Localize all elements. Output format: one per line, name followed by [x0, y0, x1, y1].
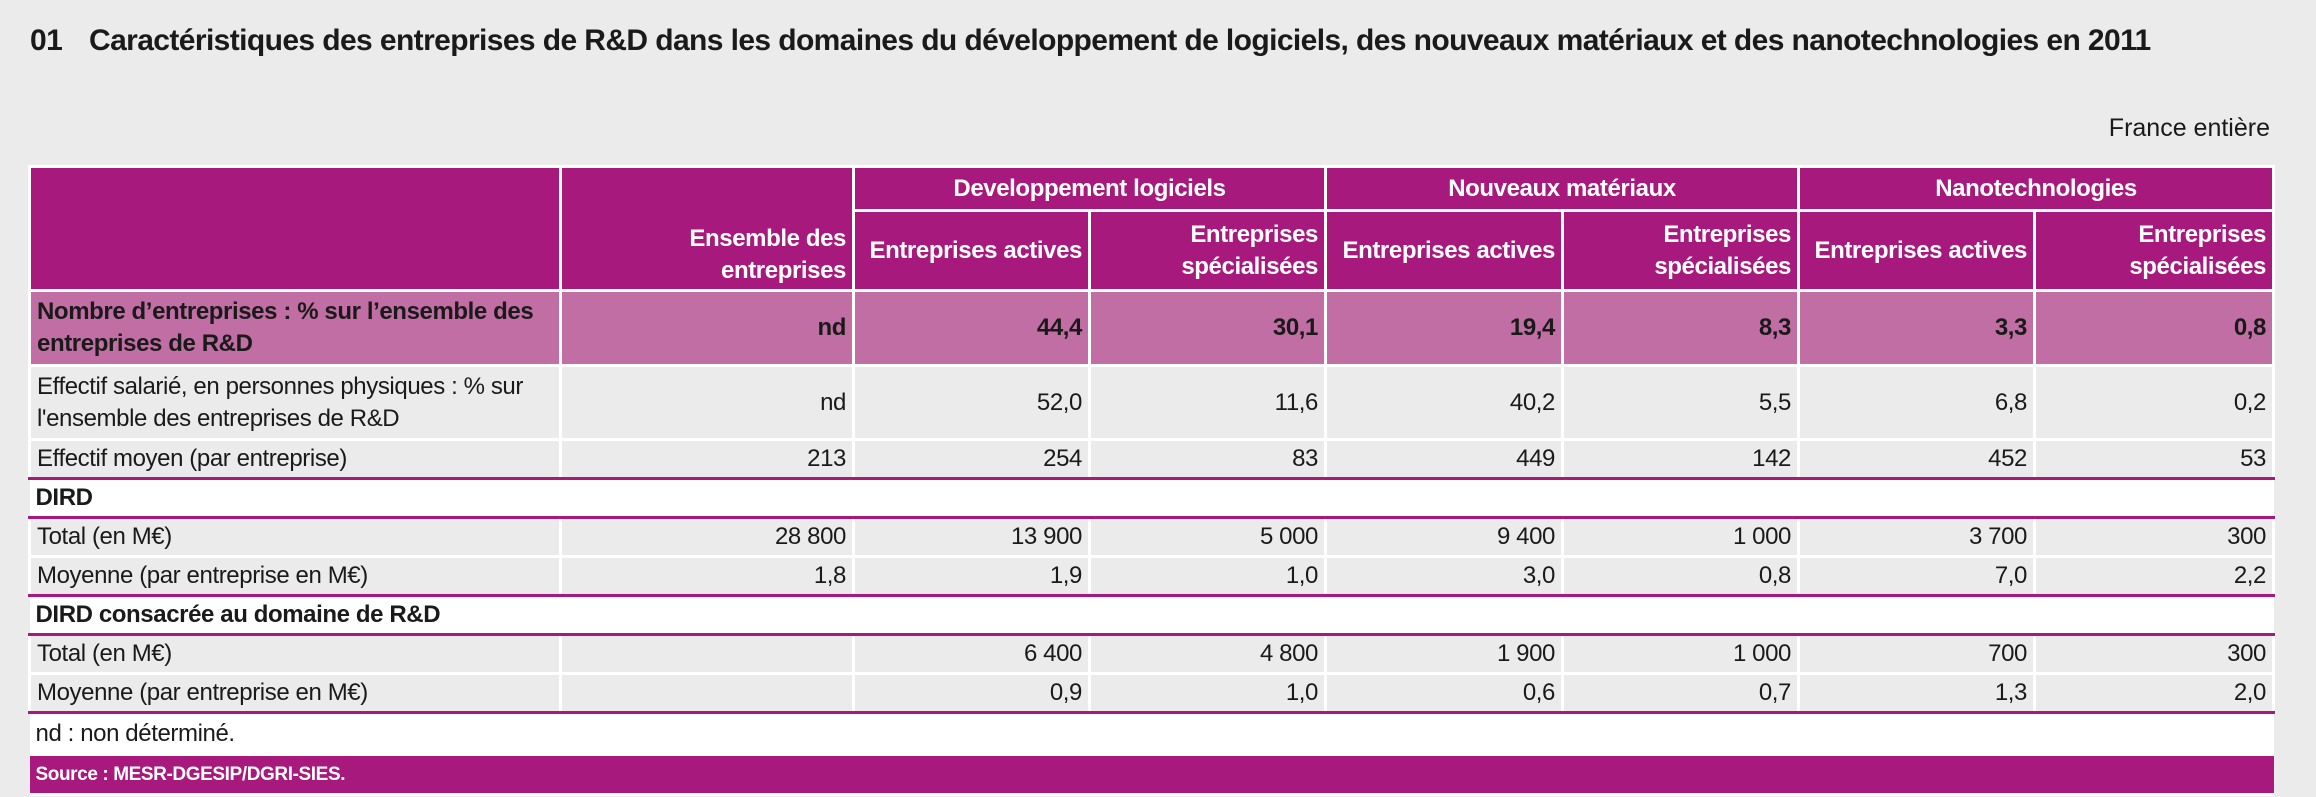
- table-cell: 1,3: [1797, 672, 2036, 714]
- row-label: Moyenne (par entreprise en M€): [28, 672, 562, 714]
- section-row: DIRD consacrée au domaine de R&D: [29, 594, 2274, 636]
- table-cell: 300: [2033, 633, 2275, 675]
- table-cell: 1,8: [559, 555, 855, 597]
- table-title-text: Caractéristiques des entreprises de R&D …: [89, 24, 2151, 57]
- table-cell: 1,9: [852, 555, 1091, 597]
- header-group-materiaux: Nouveaux matériaux: [1324, 165, 1800, 212]
- table-cell: 13 900: [852, 516, 1091, 558]
- section-label: DIRD: [29, 477, 2274, 519]
- table-cell: 7,0: [1797, 555, 2036, 597]
- row-label: Total (en M€): [28, 516, 562, 558]
- section-row: DIRD: [29, 477, 2274, 519]
- header-entreprises-actives: Entreprises actives: [852, 209, 1091, 292]
- table-cell: 2,0: [2033, 672, 2275, 714]
- table-cell: 40,2: [1324, 364, 1564, 441]
- table-row: Moyenne (par entreprise en M€) 1,8 1,9 1,0 3…: [28, 555, 2275, 597]
- table-cell: 0,9: [852, 672, 1091, 714]
- table-cell: 4 800: [1088, 633, 1327, 675]
- header-entreprises-specialisees: Entreprises spécialisées: [1561, 209, 1800, 292]
- header-entreprises-actives: Entreprises actives: [1797, 209, 2036, 292]
- table-cell: 1,0: [1088, 672, 1327, 714]
- table-row: Nombre d’entreprises : % sur l’ensemble …: [28, 289, 2275, 367]
- table-cell: 300: [2033, 516, 2275, 558]
- table-cell: 452: [1797, 438, 2036, 480]
- header-group-nano: Nanotechnologies: [1797, 165, 2275, 212]
- table-cell: 1 000: [1561, 516, 1800, 558]
- table-cell: 30,1: [1088, 289, 1327, 367]
- table-cell: 6,8: [1797, 364, 2036, 441]
- header-ensemble: Ensemble des entreprises: [559, 165, 855, 292]
- table-cell: 5,5: [1561, 364, 1800, 441]
- table-cell: 2,2: [2033, 555, 2275, 597]
- table-cell: 3,0: [1324, 555, 1564, 597]
- table-cell: 3 700: [1797, 516, 2036, 558]
- table-cell: 0,8: [1561, 555, 1800, 597]
- table-cell: 449: [1324, 438, 1564, 480]
- table-cell: 11,6: [1088, 364, 1327, 441]
- table-cell: nd: [559, 289, 855, 367]
- table-cell: 142: [1561, 438, 1800, 480]
- table-cell: 5 000: [1088, 516, 1327, 558]
- source-note: Source : MESR-DGESIP/DGRI-SIES.: [29, 753, 2274, 796]
- header-entreprises-specialisees: Entreprises spécialisées: [2033, 209, 2275, 292]
- table-cell: 700: [1797, 633, 2036, 675]
- header-row-subcolumns: Entreprises actives Entreprises spécialis…: [30, 209, 2275, 292]
- table-cell: 53: [2033, 438, 2275, 480]
- data-table: Ensemble des entreprises Developpement l…: [28, 165, 2275, 796]
- header-empty: [28, 165, 562, 292]
- section-label: DIRD consacrée au domaine de R&D: [29, 594, 2274, 636]
- table-cell: 19,4: [1324, 289, 1564, 367]
- table-cell: [559, 672, 855, 714]
- table-cell: 6 400: [852, 633, 1091, 675]
- table-cell: 1 900: [1324, 633, 1564, 675]
- table-cell: 0,7: [1561, 672, 1800, 714]
- header-entreprises-actives: Entreprises actives: [1324, 209, 1564, 292]
- table-cell: 8,3: [1561, 289, 1800, 367]
- table-cell: 1 000: [1561, 633, 1800, 675]
- table-cell: 52,0: [852, 364, 1091, 441]
- table-cell: 0,2: [2033, 364, 2275, 441]
- table-row: Effectif moyen (par entreprise) 213 254 83 4…: [28, 438, 2275, 480]
- header-entreprises-specialisees: Entreprises spécialisées: [1088, 209, 1327, 292]
- table-cell: 0,8: [2033, 289, 2275, 367]
- footnote: nd : non déterminé.: [29, 711, 2274, 756]
- row-label: Nombre d’entreprises : % sur l’ensemble …: [28, 289, 562, 367]
- row-label: Effectif salarié, en personnes physiques…: [28, 364, 562, 441]
- row-label: Total (en M€): [28, 633, 562, 675]
- table-row: Total (en M€) 28 800 13 900 5 000 9 400 1 000…: [28, 516, 2275, 558]
- table-row: Total (en M€) 6 400 4 800 1 900 1 000 700 300: [28, 633, 2275, 675]
- scope-label: France entière: [2108, 114, 2270, 142]
- table-cell: 213: [559, 438, 855, 480]
- row-label: Moyenne (par entreprise en M€): [28, 555, 562, 597]
- source-note-row: Source : MESR-DGESIP/DGRI-SIES.: [29, 753, 2274, 796]
- row-label: Effectif moyen (par entreprise): [28, 438, 562, 480]
- table-cell: 28 800: [559, 516, 855, 558]
- table-number: 01: [30, 24, 63, 57]
- table-row: Effectif salarié, en personnes physiques…: [28, 364, 2275, 441]
- header-row-groups: Ensemble des entreprises Developpement l…: [28, 165, 2275, 292]
- table-cell: 0,6: [1324, 672, 1564, 714]
- table-row: Moyenne (par entreprise en M€) 0,9 1,0 0,6 0…: [28, 672, 2275, 714]
- table-cell: nd: [559, 364, 855, 441]
- table-cell: 1,0: [1088, 555, 1327, 597]
- table-cell: 9 400: [1324, 516, 1564, 558]
- table-cell: 3,3: [1797, 289, 2036, 367]
- table-cell: [559, 633, 855, 675]
- footnote-row: nd : non déterminé.: [29, 711, 2274, 756]
- table-cell: 44,4: [852, 289, 1091, 367]
- header-group-logiciels: Developpement logiciels: [852, 165, 1327, 212]
- table-cell: 254: [852, 438, 1091, 480]
- table-cell: 83: [1088, 438, 1327, 480]
